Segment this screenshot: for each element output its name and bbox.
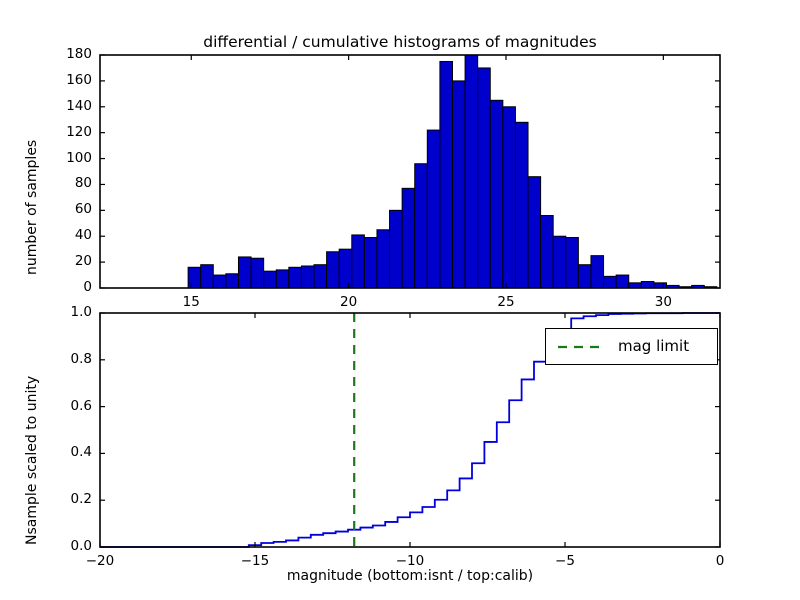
bottom-x-tick-label: −20 (85, 553, 115, 569)
top-y-tick-label: 80 (74, 175, 92, 192)
legend-box: mag limit (545, 328, 718, 365)
histogram-bar (565, 237, 579, 289)
page-title: differential / cumulative histograms of … (203, 33, 597, 51)
top-x-tick-label: 15 (182, 294, 200, 310)
top-y-tick-label: 0 (83, 279, 92, 295)
histogram-bar (590, 255, 605, 289)
histogram-bar (351, 234, 365, 289)
histogram-bar (540, 215, 554, 289)
histogram-bar (313, 264, 328, 289)
bottom-y-tick-label: 0.8 (70, 350, 92, 367)
histogram-bar (451, 80, 466, 289)
histogram-bar (502, 106, 516, 289)
top-y-tick-label: 40 (74, 227, 92, 244)
histogram-bar (376, 229, 391, 289)
histogram-bar (263, 270, 277, 289)
histogram-bar (363, 237, 378, 289)
legend-sample-line (558, 345, 604, 349)
bottom-y-tick-label: 0.0 (70, 538, 92, 554)
bottom-x-tick-label: −10 (395, 553, 425, 569)
histogram-bar (237, 256, 252, 289)
top-axes-frame (99, 54, 721, 289)
bottom-y-tick-label: 0.4 (70, 444, 92, 461)
histogram-bar (426, 129, 441, 289)
top-y-tick-label: 160 (66, 71, 92, 88)
histogram-bar (603, 275, 617, 289)
cumulative-curve (100, 312, 720, 548)
bottom-x-tick-label: 0 (715, 553, 725, 569)
bottom-y-tick-label: 0.6 (70, 397, 92, 414)
histogram-bar (401, 187, 416, 289)
histogram-bar (275, 269, 290, 289)
histogram-bar (477, 67, 491, 289)
histogram-bar (212, 274, 227, 289)
histogram-bar (640, 281, 655, 289)
bottom-x-axis-label: magnitude (bottom:isnt / top:calib) (286, 568, 534, 584)
histogram-bar (250, 257, 265, 289)
top-x-tick-label: 30 (654, 294, 672, 310)
histogram-bar (288, 266, 302, 289)
top-y-tick-label: 180 (66, 46, 92, 62)
top-y-axis-label: number of samples (24, 139, 40, 275)
bottom-x-tick-label: −5 (555, 553, 575, 569)
top-y-tick-label: 120 (66, 123, 92, 140)
histogram-bar (300, 265, 315, 289)
bottom-y-axis-label: Nsample scaled to unity (24, 375, 40, 545)
histogram-bar (389, 209, 403, 289)
bottom-x-tick-label: −15 (240, 553, 270, 569)
histogram-bar (200, 264, 214, 289)
histogram-bar (326, 251, 340, 289)
top-y-tick-label: 20 (74, 253, 92, 270)
top-x-tick-label: 25 (497, 294, 515, 310)
histogram-bar (552, 235, 567, 289)
histogram-bar (338, 248, 353, 289)
legend-label: mag limit (618, 337, 690, 355)
histogram-bar (489, 99, 504, 289)
histogram-bar (187, 266, 202, 289)
histogram-bar (464, 54, 479, 289)
histogram-bar (527, 176, 542, 289)
bottom-y-tick-label: 0.2 (70, 491, 92, 508)
top-y-tick-label: 140 (66, 97, 92, 114)
histogram-bar (514, 121, 529, 289)
histogram-bar (414, 163, 428, 289)
histogram-bar (615, 274, 630, 289)
top-y-tick-label: 100 (66, 149, 92, 166)
top-y-tick-label: 60 (74, 201, 92, 218)
histogram-bar (577, 264, 592, 289)
histogram-bar (439, 60, 453, 289)
top-x-tick-label: 20 (340, 294, 358, 310)
histogram-bar (225, 273, 239, 289)
bottom-y-tick-label: 1.0 (70, 304, 92, 320)
